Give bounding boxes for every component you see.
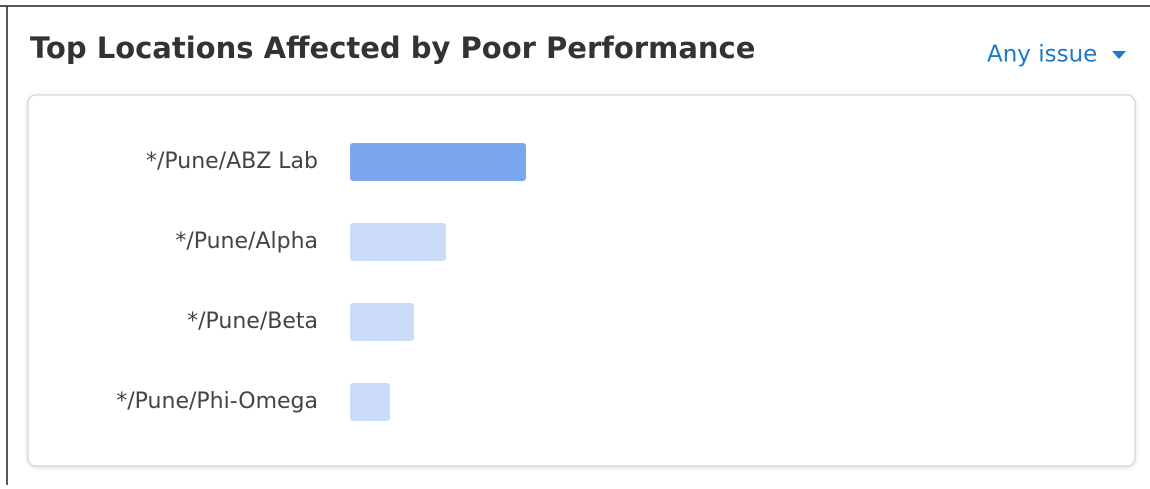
category-label: */Pune/Beta <box>187 309 318 334</box>
plot: */Pune/ABZ Lab */Pune/Alpha */Pune/Beta */P… <box>116 143 526 421</box>
bar <box>350 383 390 421</box>
bar <box>350 303 414 341</box>
bar <box>350 143 526 181</box>
dropdown-caret[interactable] <box>1112 51 1126 59</box>
issue-filter[interactable]: Any issue <box>987 42 1097 68</box>
category-label: */Pune/ABZ Lab <box>146 149 318 174</box>
widget-title: Top Locations Affected by Poor Performan… <box>30 31 755 65</box>
bar <box>350 223 446 261</box>
category-label: */Pune/Phi-Omega <box>116 389 318 414</box>
chart-card <box>27 94 1136 467</box>
category-label: */Pune/Alpha <box>175 229 318 254</box>
